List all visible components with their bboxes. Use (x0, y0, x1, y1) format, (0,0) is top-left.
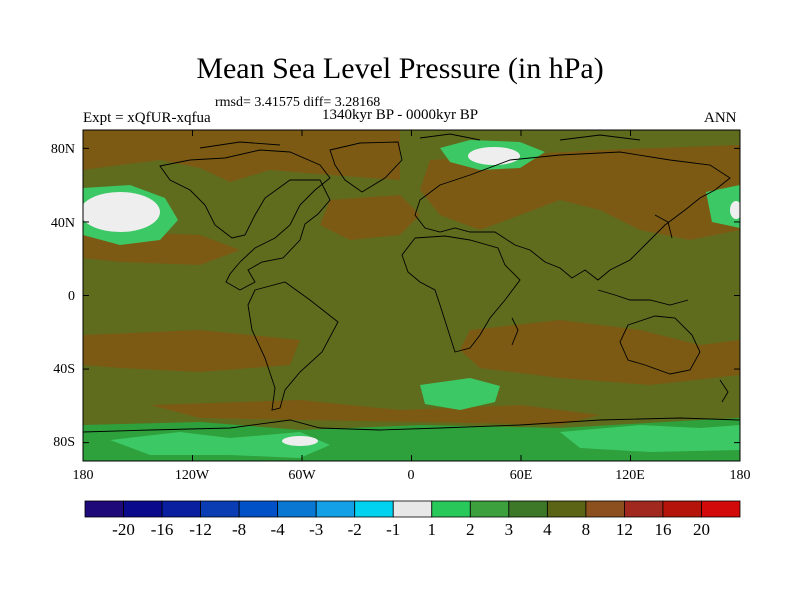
axis-ticks (82, 130, 741, 461)
colorbar-label: 1 (427, 520, 437, 539)
colorbar-label: 3 (504, 520, 514, 539)
colorbar-label: -2 (347, 520, 362, 539)
colorbar-swatch (701, 500, 741, 518)
lat-label-80n: 80N (50, 142, 75, 157)
coast-indonesia (597, 289, 689, 306)
lon-label-0: 0 (407, 468, 415, 483)
colorbar-label: 20 (692, 520, 710, 539)
lon-label-180w: 180 (72, 468, 94, 483)
lon-label-60w: 60W (288, 468, 316, 483)
lat-label-40n: 40N (50, 216, 75, 231)
coast-antarctica (83, 417, 740, 433)
lat-label-40s: 40S (53, 362, 75, 377)
period-label: 1340kyr BP - 0000kyr BP (322, 107, 479, 123)
colorbar-swatch (469, 500, 510, 518)
experiment-label: Expt = xQfUR-xqfua (83, 110, 211, 126)
colorbar (84, 500, 741, 518)
colorbar-swatch (123, 500, 163, 518)
colorbar-swatch (662, 500, 702, 518)
field-brown-north-atlantic (320, 195, 420, 240)
colorbar-swatch (200, 500, 240, 518)
colorbar-swatch (624, 500, 664, 518)
coast-australia (619, 315, 701, 375)
colorbar-label: 8 (581, 520, 591, 539)
colorbar-label: 16 (654, 520, 672, 539)
colorbar-label: -12 (189, 520, 212, 539)
lon-label-120w: 120W (174, 468, 210, 483)
colorbar-swatch (315, 500, 356, 518)
coast-greenland (329, 141, 403, 193)
coast-japan (654, 214, 673, 239)
field-white-north-pacific (83, 192, 160, 232)
colorbar-label: -8 (232, 520, 247, 539)
lon-label-120e: 120E (615, 468, 645, 483)
coast-arctic-islands (199, 133, 641, 149)
colorbar-label: 2 (466, 520, 475, 539)
colorbar-swatch (546, 500, 587, 518)
field-brown-indian (460, 320, 740, 385)
coast-europe-asia (414, 151, 731, 281)
field-brown-south-pacific (83, 330, 300, 372)
field-white-antarctic (282, 436, 318, 446)
colorbar-swatch (238, 500, 279, 518)
field-green-antarctic-west (110, 432, 330, 458)
colorbar-swatch (431, 500, 471, 518)
coast-south-america (247, 281, 339, 411)
field-white-greenland (468, 147, 520, 165)
colorbar-swatch (277, 500, 317, 518)
field-brown-north-pacific (83, 130, 400, 182)
lon-label-180e: 180 (729, 468, 751, 483)
field-green-antarctic-east (560, 425, 740, 452)
coast-new-zealand (719, 379, 729, 403)
lat-label-80s: 80S (53, 435, 75, 450)
colorbar-swatch (161, 500, 201, 518)
colorbar-label: -20 (112, 520, 135, 539)
coast-north-america (159, 149, 331, 291)
colorbar-label: -4 (270, 520, 285, 539)
field-white-nw-pacific (730, 201, 740, 219)
colorbar-label: -16 (150, 520, 174, 539)
colorbar-label: -1 (386, 520, 401, 539)
lat-label-0: 0 (68, 289, 75, 304)
coast-africa (401, 235, 521, 353)
lon-label-60e: 60E (509, 468, 533, 483)
season-label: ANN (704, 110, 737, 126)
colorbar-swatch (354, 500, 394, 518)
field-brown-southern (150, 400, 600, 425)
colorbar-swatch (84, 500, 124, 518)
coast-madagascar (511, 317, 519, 346)
colorbar-swatch (392, 500, 433, 518)
colorbar-swatch (585, 500, 625, 518)
field-green-nw-pacific (706, 185, 740, 228)
page-title: Mean Sea Level Pressure (in hPa) (196, 52, 604, 85)
map-field (83, 130, 740, 461)
colorbar-swatch (508, 500, 548, 518)
colorbar-label: 12 (615, 520, 633, 539)
coastlines (83, 133, 740, 433)
colorbar-label: -3 (309, 520, 324, 539)
colorbar-label: 4 (543, 520, 552, 539)
field-green-south-atlantic (420, 378, 500, 410)
stats-label: rmsd= 3.41575 diff= 3.28168 (215, 95, 381, 110)
